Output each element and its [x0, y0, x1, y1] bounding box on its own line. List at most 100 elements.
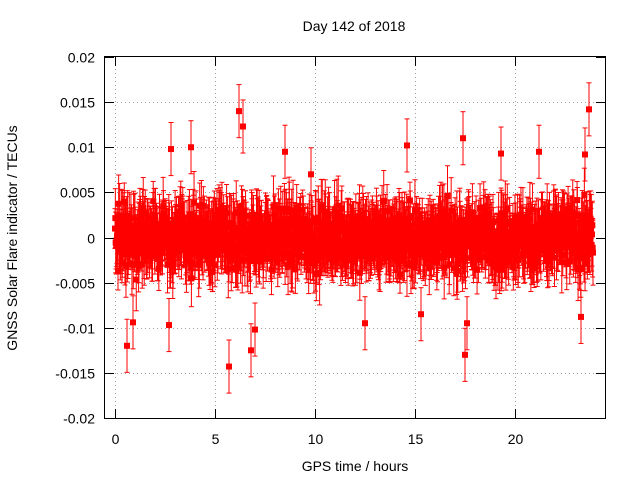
data-point [477, 205, 484, 212]
data-point [133, 276, 140, 283]
series-solar-flare-indicator [112, 82, 596, 394]
data-point [232, 266, 239, 273]
data-point [130, 261, 137, 268]
data-point [339, 223, 346, 230]
data-point [299, 227, 306, 234]
data-point [169, 253, 176, 260]
data-point [360, 214, 367, 221]
data-point [377, 259, 384, 266]
data-point [352, 217, 359, 224]
data-point [284, 226, 291, 233]
data-point [319, 204, 326, 211]
data-point [271, 212, 278, 219]
data-point [115, 200, 122, 207]
data-point [373, 211, 380, 218]
data-point [313, 271, 320, 278]
data-point [380, 197, 387, 204]
data-point [454, 267, 461, 274]
data-point [305, 267, 312, 274]
data-point [439, 254, 446, 261]
data-point [189, 250, 196, 257]
data-point [155, 265, 162, 272]
data-point [485, 210, 492, 217]
data-point [366, 248, 373, 255]
data-point [148, 227, 155, 234]
data-point [268, 266, 275, 273]
data-point [255, 257, 262, 264]
data-point [332, 254, 339, 261]
data-point [186, 211, 193, 218]
data-point [122, 261, 129, 268]
data-point [340, 219, 347, 226]
data-point [234, 254, 241, 261]
data-point [211, 262, 218, 269]
data-point [392, 254, 399, 261]
data-point [139, 261, 146, 268]
data-point [156, 247, 163, 254]
data-point [312, 219, 319, 226]
data-point [440, 208, 447, 215]
data-point [233, 209, 240, 216]
data-point [170, 259, 177, 266]
data-point [270, 203, 277, 210]
data-point [461, 246, 468, 253]
data-point [239, 257, 246, 264]
data-point [444, 193, 451, 200]
data-point [218, 217, 225, 224]
data-point [454, 260, 461, 267]
data-point [150, 198, 157, 205]
data-point [238, 248, 245, 255]
data-point [141, 254, 148, 261]
data-point [501, 243, 508, 250]
data-point [142, 209, 149, 216]
data-point [288, 219, 295, 226]
data-point [407, 214, 414, 221]
data-point [394, 257, 401, 264]
data-point [399, 219, 406, 226]
data-point [473, 215, 480, 222]
data-point [283, 216, 290, 223]
data-point [498, 210, 505, 217]
data-point [169, 224, 176, 231]
data-point [149, 253, 156, 260]
data-point [200, 250, 207, 257]
data-point [263, 255, 270, 262]
data-point [207, 235, 214, 242]
data-point [198, 238, 205, 245]
data-point [474, 266, 481, 273]
data-point [316, 225, 323, 232]
data-point [356, 212, 363, 219]
data-point [501, 216, 508, 223]
data-point [385, 224, 392, 231]
data-point [218, 247, 225, 254]
data-point [384, 208, 391, 215]
data-point [290, 207, 297, 214]
data-point [498, 266, 505, 273]
data-point [397, 271, 404, 278]
data-point [454, 225, 461, 232]
data-point [256, 214, 263, 221]
data-point [483, 245, 490, 252]
data-point [424, 229, 431, 236]
data-point [401, 252, 408, 259]
data-point [396, 213, 403, 220]
data-point [274, 231, 281, 238]
data-point [469, 210, 476, 217]
data-point [416, 250, 423, 257]
data-point [208, 230, 215, 237]
data-point [503, 248, 510, 255]
data-point [375, 234, 382, 241]
data-point [200, 202, 207, 209]
data-point [218, 209, 225, 216]
data-point [523, 215, 530, 222]
data-point [350, 255, 357, 262]
data-point [154, 230, 161, 237]
data-point [144, 214, 151, 221]
data-point [121, 198, 128, 205]
data-point [286, 209, 293, 216]
data-point [191, 199, 198, 206]
data-point [210, 247, 217, 254]
data-point [228, 255, 235, 262]
data-point [495, 217, 502, 224]
